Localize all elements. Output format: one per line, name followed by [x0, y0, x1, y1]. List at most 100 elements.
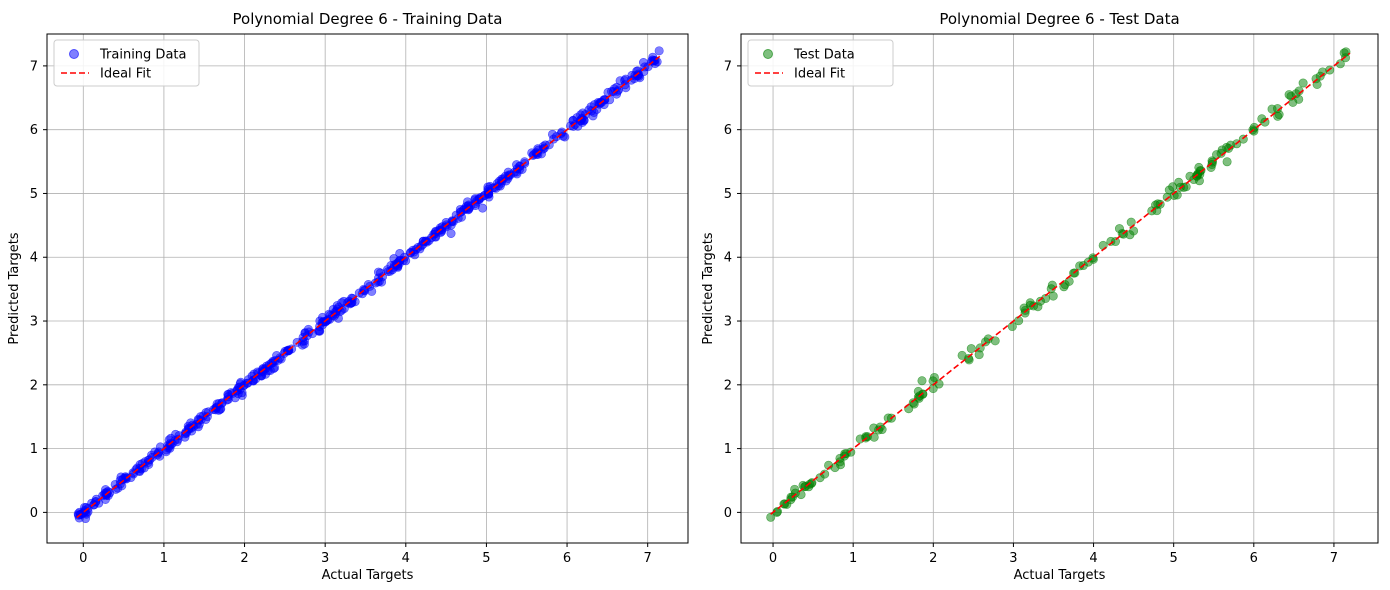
data-point: [1059, 282, 1069, 292]
chart-title: Polynomial Degree 6 - Test Data: [939, 10, 1179, 28]
y-tick-label: 5: [724, 187, 732, 202]
data-point: [1036, 296, 1046, 306]
data-point: [393, 261, 403, 271]
data-point: [140, 457, 150, 467]
y-axis-label: Predicted Targets: [7, 232, 22, 344]
scatter-points: [766, 47, 1351, 522]
y-tick-label: 6: [30, 123, 38, 138]
legend-marker-scatter: [69, 49, 79, 59]
x-tick-label: 6: [1250, 551, 1258, 566]
y-tick-label: 7: [724, 59, 732, 74]
data-point: [1098, 240, 1108, 250]
data-point: [464, 204, 474, 214]
data-point: [374, 267, 384, 277]
data-point: [1007, 322, 1017, 332]
y-tick-label: 7: [30, 59, 38, 74]
y-tick-label: 4: [30, 251, 38, 266]
data-point: [515, 164, 525, 174]
y-tick-label: 4: [724, 251, 732, 266]
y-tick-label: 0: [30, 506, 38, 521]
legend-label-line: Ideal Fit: [794, 67, 845, 82]
x-tick-label: 4: [402, 551, 410, 566]
data-point: [1046, 284, 1056, 294]
data-point: [929, 372, 939, 382]
data-point: [1298, 78, 1308, 88]
legend-marker-scatter: [763, 49, 773, 59]
plot-frame: [46, 33, 689, 544]
y-tick-label: 6: [724, 123, 732, 138]
data-point: [377, 277, 387, 287]
legend-label-line: Ideal Fit: [100, 67, 151, 82]
data-point: [608, 87, 618, 97]
x-tick-label: 3: [1009, 551, 1017, 566]
legend-label-scatter: Training Data: [99, 48, 186, 63]
data-point: [155, 451, 165, 461]
data-point: [654, 46, 664, 56]
x-tick-label: 7: [644, 551, 652, 566]
data-point: [303, 324, 313, 334]
data-point: [216, 404, 226, 414]
y-tick-label: 3: [724, 315, 732, 330]
legend-box: [747, 39, 894, 87]
legend: Test Data Ideal Fit: [747, 39, 894, 87]
data-point: [1222, 157, 1232, 167]
x-tick-label: 6: [563, 551, 571, 566]
y-tick-label: 3: [30, 315, 38, 330]
chart-title: Polynomial Degree 6 - Training Data: [233, 10, 503, 28]
data-point: [874, 425, 884, 435]
x-tick-label: 2: [240, 551, 248, 566]
ideal-fit-line: [76, 55, 661, 519]
x-tick-label: 2: [929, 551, 937, 566]
data-point: [105, 488, 115, 498]
y-tick-label: 1: [724, 442, 732, 457]
x-tick-label: 0: [769, 551, 777, 566]
y-tick-label: 2: [724, 378, 732, 393]
data-point: [861, 432, 871, 442]
scatter-points: [73, 46, 664, 524]
data-point: [1267, 104, 1277, 114]
data-point: [790, 484, 800, 494]
x-tick-label: 5: [1170, 551, 1178, 566]
data-point: [299, 339, 309, 349]
legend: Training Data Ideal Fit: [53, 39, 200, 87]
data-point: [446, 229, 456, 239]
x-tick-label: 4: [1089, 551, 1097, 566]
data-point: [551, 132, 561, 142]
y-tick-label: 0: [724, 506, 732, 521]
data-point: [533, 149, 543, 159]
data-point: [1194, 162, 1204, 172]
y-tick-label: 5: [30, 187, 38, 202]
data-point: [339, 296, 349, 306]
data-point: [198, 411, 208, 421]
data-point: [116, 472, 126, 482]
data-point: [363, 280, 373, 290]
y-tick-label: 1: [30, 442, 38, 457]
chart-training: 0 1 2 3 4 5 6 7 0 1 2 3 4 5 6 7 Polynomial Degree 6 - Tr…: [7, 10, 689, 583]
plot-frame: [740, 33, 1379, 544]
data-point: [966, 344, 976, 354]
data-point: [917, 376, 927, 386]
x-axis-label: Actual Targets: [322, 568, 414, 583]
data-point: [964, 353, 974, 363]
legend-box: [53, 39, 200, 87]
data-point: [913, 386, 923, 396]
x-tick-label: 7: [1330, 551, 1338, 566]
x-axis-label: Actual Targets: [1014, 568, 1106, 583]
data-point: [766, 512, 776, 522]
data-point: [796, 490, 806, 500]
data-point: [639, 67, 649, 77]
x-tick-label: 3: [321, 551, 329, 566]
x-tick-label: 1: [849, 551, 857, 566]
data-point: [629, 74, 639, 84]
x-tick-label: 5: [482, 551, 490, 566]
legend-label-scatter: Test Data: [793, 48, 855, 63]
data-point: [1284, 90, 1294, 100]
data-point: [540, 140, 550, 150]
data-point: [909, 399, 919, 409]
data-point: [1164, 185, 1174, 195]
data-point: [265, 365, 275, 375]
data-point: [1106, 236, 1116, 246]
x-tick-label: 1: [160, 551, 168, 566]
data-point: [193, 422, 203, 432]
